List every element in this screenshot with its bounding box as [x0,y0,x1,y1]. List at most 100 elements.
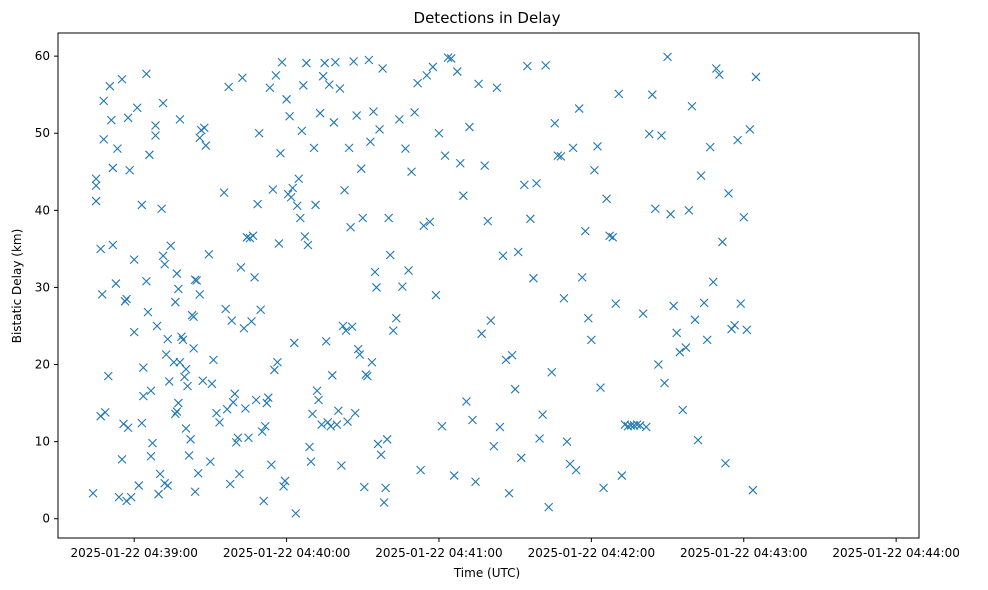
y-tick-label: 50 [35,126,50,140]
data-point [721,458,730,468]
data-point [370,267,380,277]
data-point [376,450,386,460]
data-point [687,101,697,111]
data-point [334,406,343,416]
data-point [129,255,139,265]
data-point [437,421,447,431]
x-tick-label: 2025-01-22 04:39:00 [70,546,197,560]
data-point [285,111,295,121]
data-point [666,209,675,219]
data-point [638,309,648,319]
data-point [262,398,272,408]
data-point [198,376,208,386]
data-point [321,337,331,346]
data-point [678,405,688,415]
data-point [300,232,310,241]
data-point [145,150,154,160]
data-point [727,324,736,334]
data-point [489,441,499,451]
data-point [326,421,336,431]
data-point [366,137,375,147]
data-point [611,299,621,309]
data-point [529,273,538,283]
data-point [88,488,98,498]
chart-title: Detections in Delay [414,9,561,27]
data-point [675,347,685,357]
data-point [544,502,554,512]
data-point [696,171,706,181]
data-point [516,453,526,463]
data-point [650,204,660,214]
data-point [122,294,131,304]
data-point [641,422,651,432]
y-tick-label: 60 [35,49,50,63]
data-point [378,64,387,73]
data-point [148,438,157,448]
data-point [298,81,308,90]
data-point [137,418,147,428]
data-point [105,81,115,91]
data-point [239,323,249,333]
data-point [173,284,183,294]
data-point [324,80,334,90]
data-point [184,451,194,460]
data-point [306,457,316,467]
data-point [669,301,679,311]
data-point [253,199,263,209]
data-point [724,188,733,198]
data-point [173,398,183,408]
data-point [556,151,566,161]
data-point [138,391,148,401]
data-point [212,408,221,418]
data-point [568,143,578,153]
plot-frame [57,32,920,539]
data-point [161,350,171,359]
data-point [359,482,369,492]
data-point [276,148,285,158]
data-point [157,204,167,214]
data-point [446,54,456,63]
data-point [317,420,327,430]
data-point [91,196,101,206]
data-point [254,128,264,138]
data-point [195,133,205,143]
data-point [225,479,235,489]
x-tick-label: 2025-01-22 04:40:00 [223,546,350,560]
data-point [288,183,298,193]
data-point [178,335,188,345]
data-point [91,181,101,191]
data-point [190,487,200,497]
data-point [379,498,389,507]
data-point [541,60,551,70]
data-point [332,420,342,430]
data-point [323,417,333,427]
data-point [137,200,147,210]
data-point [681,343,691,352]
data-point [535,434,544,443]
data-point [608,232,618,242]
data-point [748,485,758,495]
data-point [684,205,694,215]
data-point [163,334,173,344]
data-point [751,72,761,82]
data-point [268,185,278,194]
data-point [233,433,243,443]
x-axis-label: Time (UTC) [453,566,520,580]
data-point [103,371,113,381]
data-point [312,386,322,396]
data-point [227,316,237,325]
data-point [186,434,195,444]
data-point [242,232,252,242]
data-point [129,327,139,337]
data-point [123,113,133,123]
data-point [231,438,241,447]
data-point [375,124,384,134]
data-point [270,365,279,375]
data-point [189,343,199,353]
data-point [170,409,180,419]
data-point [327,370,337,380]
data-point [303,240,313,250]
data-point [705,142,715,152]
data-point [91,174,101,184]
